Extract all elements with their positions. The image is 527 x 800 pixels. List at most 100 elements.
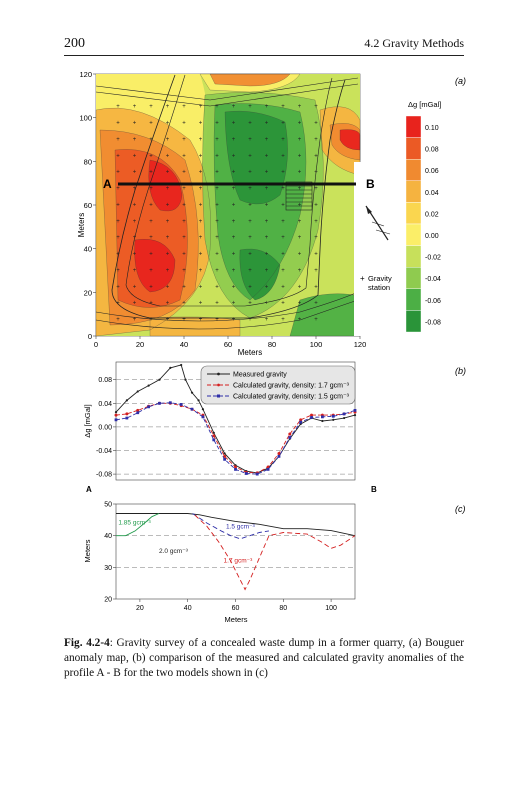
- upper-road: [95, 77, 359, 101]
- chart-b-point: [136, 390, 139, 393]
- anomaly-zone-16: [340, 129, 360, 150]
- map-x-tick-label: 60: [224, 340, 232, 349]
- chart-b-legend-entries: Measured gravity Calculated gravity, dens…: [207, 372, 350, 401]
- chart-b-y-tick-label: 0.08: [98, 377, 112, 384]
- station-marker: +: [298, 284, 302, 290]
- station-marker: +: [166, 202, 170, 208]
- station-marker: +: [314, 104, 318, 110]
- station-marker: +: [281, 186, 285, 192]
- station-marker: +: [314, 252, 318, 258]
- quarry-outline: [111, 74, 346, 319]
- station-marker: +: [166, 137, 170, 143]
- chart-b-legend-label: Measured gravity: [233, 372, 287, 379]
- station-marker: +: [149, 317, 153, 323]
- colorbar-value: -0.08: [425, 319, 441, 326]
- station-marker: +: [232, 121, 236, 127]
- chart-b-point: [310, 413, 314, 417]
- colorbar-swatch: [405, 288, 422, 311]
- map-y-tick-label: 120: [79, 70, 92, 79]
- anomaly-zone-7: [134, 239, 175, 292]
- station-marker: +: [166, 235, 170, 241]
- map-y-axis-label: Meters: [77, 213, 86, 237]
- colorbar-swatch: [405, 223, 422, 246]
- chart-b-point: [197, 399, 200, 402]
- colorbar-swatch: [405, 137, 422, 160]
- station-marker: +: [116, 268, 120, 274]
- station-marker: +: [116, 170, 120, 176]
- chart-b-point: [184, 378, 187, 381]
- chart-c-density-label: 1.85 gcm⁻³: [118, 520, 151, 527]
- station-marker: +: [199, 170, 203, 176]
- station-marker: +: [182, 252, 186, 258]
- header-rule: [64, 55, 464, 56]
- station-marker: +: [133, 317, 137, 323]
- station-marker: +: [314, 268, 318, 274]
- chart-c-x-tick-label: 40: [184, 605, 192, 612]
- station-marker: +: [281, 268, 285, 274]
- chart-c-y-tick-label: 30: [104, 565, 112, 572]
- station-marker: +: [215, 104, 219, 110]
- station-marker: +: [199, 153, 203, 159]
- chart-b-legend-box: [200, 365, 356, 405]
- colorbar-value: 0.10: [425, 125, 439, 132]
- station-marker: +: [133, 301, 137, 307]
- station-marker: +: [116, 301, 120, 307]
- chart-c-y-axis-label: Meters: [83, 539, 92, 562]
- station-marker: +: [116, 104, 120, 110]
- station-marker: +: [314, 186, 318, 192]
- chart-b-point: [136, 408, 140, 412]
- contour-line-14: [339, 129, 361, 151]
- station-marker: +: [182, 202, 186, 208]
- chart-b-point: [288, 432, 292, 436]
- station-marker: +: [166, 301, 170, 307]
- station-marker: +: [265, 301, 269, 307]
- station-marker: +: [149, 252, 153, 258]
- station-marker: +: [281, 121, 285, 127]
- station-marker: +: [265, 137, 269, 143]
- contour-line-4: [148, 159, 183, 212]
- station-marker: +: [248, 268, 252, 274]
- station-marker: +: [133, 170, 137, 176]
- station-marker: +: [265, 121, 269, 127]
- station-marker: +: [232, 284, 236, 290]
- chart-b-point: [114, 411, 118, 414]
- chart-b-point: [190, 391, 194, 394]
- chart-b-point: [299, 420, 303, 424]
- gravity-stations: + + + + + + + + + + + + + + + + + + + + + + + + + + + + + + + + + + + + + + + +…: [116, 104, 318, 323]
- station-marker: +: [314, 153, 318, 159]
- colorbar-value: 0.06: [425, 168, 439, 175]
- contour-line-10: [224, 110, 288, 205]
- colorbar-value: 0.00: [425, 233, 439, 240]
- colorbar-value: 0.08: [425, 147, 439, 154]
- anomaly-map-fill: [96, 74, 360, 336]
- station-marker: +: [166, 219, 170, 225]
- station-marker: +: [199, 235, 203, 241]
- map-y-tick-label: 60: [84, 201, 92, 210]
- colorbar-value: -0.02: [425, 255, 441, 262]
- station-marker: +: [149, 219, 153, 225]
- access-road-edge: [95, 299, 359, 330]
- contour-line-6: [199, 73, 301, 93]
- station-marker: +: [298, 121, 302, 127]
- figure-caption: Fig. 4.2-4: Gravity survey of a conceale…: [64, 636, 464, 681]
- station-marker: +: [314, 121, 318, 127]
- map-x-tick-label: 20: [136, 340, 144, 349]
- station-marker: +: [314, 301, 318, 307]
- chart-c-boundary-line: [116, 513, 356, 537]
- station-marker: +: [182, 137, 186, 143]
- chart-b-point: [244, 472, 248, 475]
- chart-b-point: [168, 401, 172, 405]
- station-marker: +: [265, 284, 269, 290]
- station-marker: +: [232, 186, 236, 192]
- chart-b-y-axis-label: Δg [mGal]: [83, 404, 92, 437]
- chart-b-start-label: A: [86, 485, 92, 494]
- chart-b-legend-marker: [217, 383, 220, 387]
- station-marker: +: [133, 284, 137, 290]
- station-marker: +: [248, 104, 252, 110]
- station-marker: +: [215, 121, 219, 127]
- station-marker: +: [116, 153, 120, 159]
- chart-c-annotations: 1.85 gcm⁻³ 2.0 gcm⁻³ 1.5 gcm⁻³ 1.7 gcm⁻³: [118, 520, 255, 565]
- station-marker: +: [281, 317, 285, 323]
- station-legend-symbol: +: [360, 274, 365, 283]
- chart-c-density-label: 1.7 gcm⁻³: [224, 558, 254, 565]
